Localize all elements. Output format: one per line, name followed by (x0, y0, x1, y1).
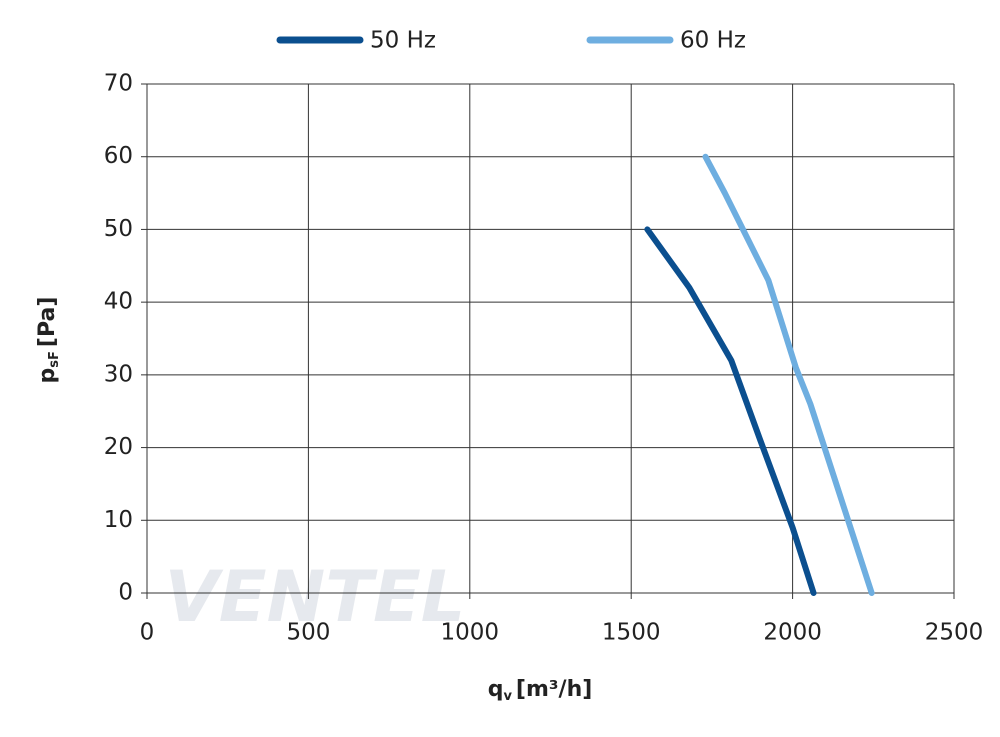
legend-label: 60 Hz (680, 28, 746, 54)
x-tick-label: 1000 (441, 620, 500, 646)
x-axis-label: qv [m³/h] (488, 677, 593, 704)
watermark: VENTEL (165, 556, 466, 638)
x-tick-label: 2000 (763, 620, 822, 646)
series-line (644, 226, 817, 596)
x-tick-label: 500 (286, 620, 330, 646)
x-tick-label: 0 (140, 620, 155, 646)
y-tick-label: 60 (104, 143, 133, 169)
y-tick-label: 30 (104, 361, 133, 387)
y-tick-label: 0 (118, 580, 133, 606)
x-tick-label: 1500 (602, 620, 661, 646)
y-tick-label: 70 (104, 71, 133, 97)
y-tick-label: 50 (104, 216, 133, 242)
axis-labels: qv [m³/h] psF[Pa] (35, 297, 592, 704)
x-tick-label: 2500 (925, 620, 984, 646)
y-tick-label: 40 (104, 289, 133, 315)
series-line (702, 153, 875, 596)
y-tick-label: 20 (104, 434, 133, 460)
legend-label: 50 Hz (370, 28, 436, 54)
y-tick-label: 10 (104, 507, 133, 533)
y-axis-label: psF[Pa] (35, 297, 62, 384)
